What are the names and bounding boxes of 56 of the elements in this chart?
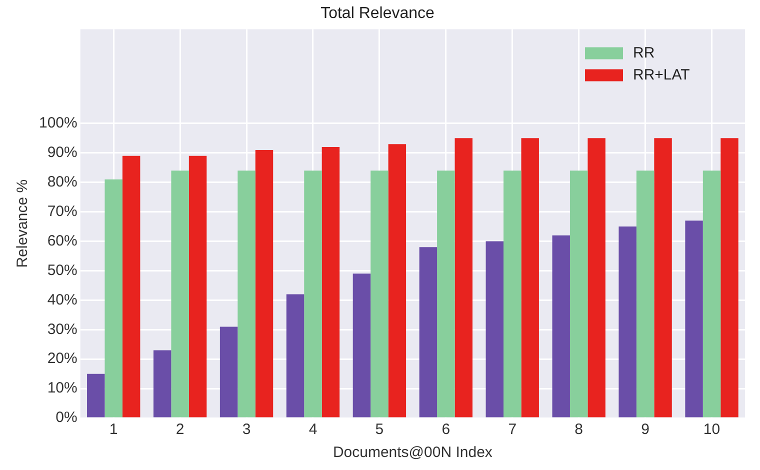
- bar: [304, 170, 322, 418]
- bar: [388, 144, 406, 418]
- bar: [654, 138, 672, 418]
- bar: [352, 274, 371, 418]
- y-tick-label: 10%: [47, 380, 78, 397]
- bar: [153, 350, 172, 418]
- legend-label: RR: [633, 44, 655, 62]
- bar: [636, 170, 654, 418]
- y-tick-label: 100%: [38, 114, 78, 132]
- y-tick-label: 70%: [47, 202, 78, 220]
- bar: [87, 374, 105, 418]
- x-tick-label: 7: [508, 421, 517, 438]
- chart-title: Total Relevance: [320, 5, 435, 22]
- y-tick-label: 30%: [47, 320, 78, 338]
- x-tick-label: 4: [308, 421, 318, 438]
- bar: [588, 138, 606, 418]
- bar: [437, 170, 455, 418]
- bar: [286, 294, 304, 418]
- y-tick-label: 40%: [47, 291, 78, 308]
- y-tick-label: 50%: [47, 262, 78, 279]
- bar: [521, 138, 539, 418]
- y-axis-title: Relevance %: [14, 179, 32, 268]
- bar: [171, 170, 189, 418]
- x-tick-label: 8: [574, 421, 584, 438]
- legend-label: RR+LAT: [633, 66, 690, 84]
- bar: [122, 156, 140, 418]
- y-tick-label: 80%: [47, 174, 78, 191]
- bar: [685, 220, 703, 418]
- bar: [104, 179, 122, 418]
- x-tick-label: 5: [375, 421, 384, 438]
- bar: [238, 170, 256, 418]
- bar: [618, 226, 636, 418]
- bar: [570, 170, 588, 418]
- y-tick-label: 90%: [47, 144, 78, 162]
- x-tick-label: 2: [176, 421, 184, 438]
- bar: [220, 326, 238, 418]
- y-tick-label: 20%: [47, 350, 78, 368]
- x-tick-label: 10: [703, 421, 720, 438]
- x-tick-label: 1: [109, 421, 118, 438]
- x-tick-label: 9: [641, 421, 650, 438]
- bar: [486, 241, 504, 418]
- y-tick-label: 60%: [47, 232, 78, 250]
- bar: [419, 247, 438, 418]
- bar: [504, 170, 522, 418]
- bar: [454, 138, 472, 418]
- bar: [188, 156, 207, 418]
- bar: [255, 150, 274, 418]
- bar: [720, 138, 738, 418]
- y-tick-label: 0%: [56, 409, 78, 426]
- bar: [370, 170, 388, 418]
- x-tick-label: 6: [442, 421, 450, 438]
- x-tick-label: 3: [242, 421, 251, 438]
- bar: [702, 170, 721, 418]
- x-axis-title: Documents@00N Index: [332, 444, 493, 462]
- bar: [322, 147, 340, 418]
- bar: [552, 235, 570, 418]
